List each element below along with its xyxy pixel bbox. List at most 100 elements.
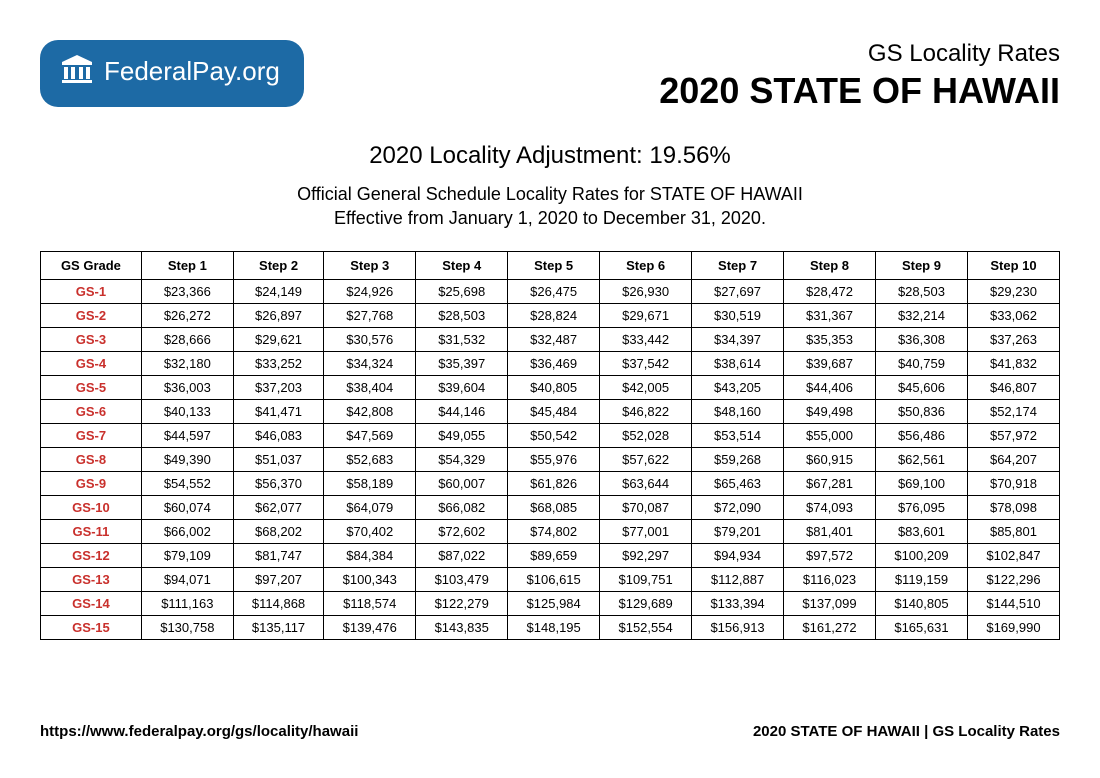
pay-cell: $32,214 — [875, 303, 967, 327]
table-row: GS-5$36,003$37,203$38,404$39,604$40,805$… — [41, 375, 1060, 399]
pay-cell: $25,698 — [416, 279, 508, 303]
pay-cell: $133,394 — [692, 591, 784, 615]
grade-cell: GS-8 — [41, 447, 142, 471]
pay-cell: $26,930 — [600, 279, 692, 303]
pay-cell: $68,085 — [508, 495, 600, 519]
table-row: GS-1$23,366$24,149$24,926$25,698$26,475$… — [41, 279, 1060, 303]
table-header-cell: Step 7 — [692, 251, 784, 279]
pay-cell: $49,055 — [416, 423, 508, 447]
pay-cell: $33,062 — [967, 303, 1059, 327]
logo-text: FederalPay.org — [104, 56, 280, 87]
pay-cell: $28,824 — [508, 303, 600, 327]
table-header-cell: Step 4 — [416, 251, 508, 279]
pay-cell: $37,263 — [967, 327, 1059, 351]
pay-cell: $87,022 — [416, 543, 508, 567]
pay-cell: $29,230 — [967, 279, 1059, 303]
pay-cell: $40,759 — [875, 351, 967, 375]
page-subtitle: GS Locality Rates — [659, 40, 1060, 68]
pay-cell: $78,098 — [967, 495, 1059, 519]
pay-cell: $84,384 — [324, 543, 416, 567]
pay-cell: $28,503 — [416, 303, 508, 327]
pay-cell: $33,442 — [600, 327, 692, 351]
pay-cell: $32,487 — [508, 327, 600, 351]
grade-cell: GS-6 — [41, 399, 142, 423]
pay-cell: $50,836 — [875, 399, 967, 423]
logo-text-bold: Federal — [104, 56, 192, 86]
pay-cell: $49,390 — [141, 447, 233, 471]
pay-cell: $29,621 — [233, 327, 323, 351]
pay-cell: $48,160 — [692, 399, 784, 423]
pay-cell: $148,195 — [508, 615, 600, 639]
pay-cell: $56,486 — [875, 423, 967, 447]
table-header-cell: Step 2 — [233, 251, 323, 279]
table-row: GS-14$111,163$114,868$118,574$122,279$12… — [41, 591, 1060, 615]
pay-cell: $89,659 — [508, 543, 600, 567]
pay-cell: $42,005 — [600, 375, 692, 399]
pay-cell: $39,687 — [784, 351, 876, 375]
pay-cell: $137,099 — [784, 591, 876, 615]
pay-cell: $26,475 — [508, 279, 600, 303]
pay-cell: $44,146 — [416, 399, 508, 423]
grade-cell: GS-9 — [41, 471, 142, 495]
pay-cell: $143,835 — [416, 615, 508, 639]
pay-cell: $41,471 — [233, 399, 323, 423]
pay-cell: $77,001 — [600, 519, 692, 543]
pay-cell: $57,622 — [600, 447, 692, 471]
pay-cell: $118,574 — [324, 591, 416, 615]
footer: https://www.federalpay.org/gs/locality/h… — [40, 723, 1060, 740]
pay-cell: $65,463 — [692, 471, 784, 495]
pay-cell: $40,805 — [508, 375, 600, 399]
pay-cell: $40,133 — [141, 399, 233, 423]
table-row: GS-7$44,597$46,083$47,569$49,055$50,542$… — [41, 423, 1060, 447]
table-header-cell: Step 9 — [875, 251, 967, 279]
pay-cell: $23,366 — [141, 279, 233, 303]
pay-cell: $36,469 — [508, 351, 600, 375]
grade-cell: GS-7 — [41, 423, 142, 447]
pay-cell: $26,897 — [233, 303, 323, 327]
pay-cell: $70,402 — [324, 519, 416, 543]
pay-cell: $35,397 — [416, 351, 508, 375]
table-header-cell: Step 3 — [324, 251, 416, 279]
pay-cell: $92,297 — [600, 543, 692, 567]
pay-cell: $100,343 — [324, 567, 416, 591]
table-row: GS-4$32,180$33,252$34,324$35,397$36,469$… — [41, 351, 1060, 375]
pay-cell: $28,666 — [141, 327, 233, 351]
pay-cell: $34,397 — [692, 327, 784, 351]
pay-cell: $125,984 — [508, 591, 600, 615]
pay-cell: $36,308 — [875, 327, 967, 351]
pay-cell: $85,801 — [967, 519, 1059, 543]
pay-cell: $116,023 — [784, 567, 876, 591]
grade-cell: GS-14 — [41, 591, 142, 615]
pay-cell: $44,597 — [141, 423, 233, 447]
pay-cell: $33,252 — [233, 351, 323, 375]
grade-cell: GS-10 — [41, 495, 142, 519]
footer-label: 2020 STATE OF HAWAII | GS Locality Rates — [753, 723, 1060, 740]
pay-cell: $52,683 — [324, 447, 416, 471]
pay-cell: $61,826 — [508, 471, 600, 495]
pay-cell: $57,972 — [967, 423, 1059, 447]
pay-cell: $161,272 — [784, 615, 876, 639]
pay-cell: $66,082 — [416, 495, 508, 519]
pay-cell: $36,003 — [141, 375, 233, 399]
pay-cell: $122,296 — [967, 567, 1059, 591]
pay-cell: $45,606 — [875, 375, 967, 399]
pay-cell: $66,002 — [141, 519, 233, 543]
pay-cell: $70,918 — [967, 471, 1059, 495]
pay-cell: $38,614 — [692, 351, 784, 375]
pay-cell: $44,406 — [784, 375, 876, 399]
logo-badge: FederalPay.org — [40, 40, 304, 107]
pay-cell: $119,159 — [875, 567, 967, 591]
pay-cell: $53,514 — [692, 423, 784, 447]
pay-cell: $74,802 — [508, 519, 600, 543]
description-line1: Official General Schedule Locality Rates… — [297, 184, 803, 204]
pay-cell: $74,093 — [784, 495, 876, 519]
pay-cell: $97,572 — [784, 543, 876, 567]
table-row: GS-9$54,552$56,370$58,189$60,007$61,826$… — [41, 471, 1060, 495]
pay-cell: $152,554 — [600, 615, 692, 639]
table-header-cell: Step 8 — [784, 251, 876, 279]
logo-text-light: Pay.org — [192, 56, 280, 86]
grade-cell: GS-15 — [41, 615, 142, 639]
table-row: GS-12$79,109$81,747$84,384$87,022$89,659… — [41, 543, 1060, 567]
table-row: GS-3$28,666$29,621$30,576$31,532$32,487$… — [41, 327, 1060, 351]
pay-cell: $46,822 — [600, 399, 692, 423]
